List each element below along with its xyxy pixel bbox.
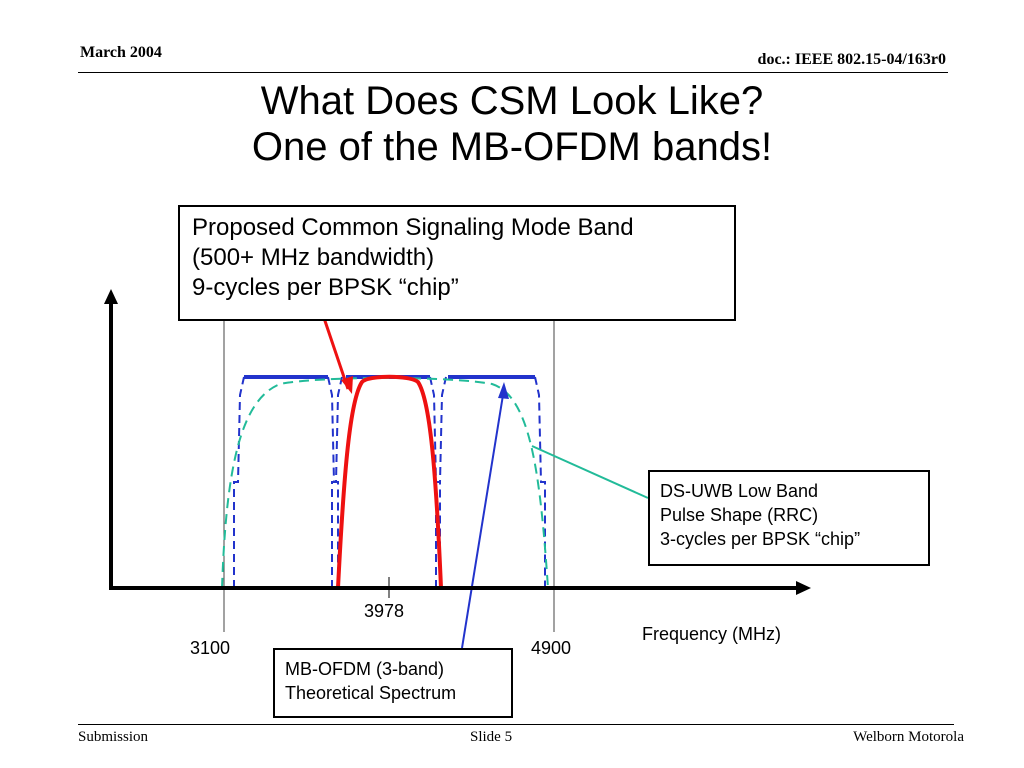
ds-callout-line-1: DS-UWB Low Band bbox=[660, 481, 819, 501]
slide-title-line-2: One of the MB-OFDM bands! bbox=[251, 125, 773, 169]
csm-callout-line-2: (500+ MHz bandwidth) bbox=[192, 244, 435, 271]
csm-pointer-arrow bbox=[322, 317, 350, 390]
footer-author: Welborn Motorola bbox=[853, 729, 964, 745]
mb-ofdm-pointer-arrowhead bbox=[498, 382, 509, 399]
footer-slide-number: Slide 5 bbox=[470, 729, 513, 745]
slide-title: What Does CSM Look Like? One of the MB-O… bbox=[0, 78, 1024, 170]
ds-uwb-leader-line bbox=[531, 445, 649, 499]
tick-label-3978: 3978 bbox=[364, 601, 405, 621]
csm-callout-line-3: 9-cycles per BPSK “chip” bbox=[192, 274, 459, 301]
mb-callout-line-2: Theoretical Spectrum bbox=[285, 683, 457, 703]
header-divider bbox=[78, 72, 948, 73]
csm-callout-line-1: Proposed Common Signaling Mode Band bbox=[192, 214, 634, 241]
mb-ofdm-pointer-arrow bbox=[461, 394, 504, 649]
tick-label-3100: 3100 bbox=[190, 638, 231, 658]
footer-divider bbox=[78, 724, 954, 725]
csm-callout: Proposed Common Signaling Mode Band (500… bbox=[178, 205, 736, 321]
x-axis-arrowhead bbox=[796, 581, 811, 595]
x-axis-label: Frequency (MHz) bbox=[642, 624, 782, 644]
slide-title-line-1: What Does CSM Look Like? bbox=[260, 79, 764, 123]
ds-callout-line-3: 3-cycles per BPSK “chip” bbox=[660, 529, 861, 549]
csm-pointer-arrowhead bbox=[341, 376, 353, 394]
footer-submission: Submission bbox=[78, 729, 149, 745]
ds-uwb-callout: DS-UWB Low Band Pulse Shape (RRC) 3-cycl… bbox=[648, 470, 930, 566]
mb-ofdm-dashed-spectrum bbox=[233, 376, 546, 588]
ds-uwb-rrc-curve bbox=[221, 377, 549, 589]
y-axis-arrowhead bbox=[104, 289, 118, 304]
mb-ofdm-callout: MB-OFDM (3-band) Theoretical Spectrum bbox=[273, 648, 513, 718]
ds-callout-line-2: Pulse Shape (RRC) bbox=[660, 505, 819, 525]
header-doc-id: doc.: IEEE 802.15-04/163r0 bbox=[757, 51, 946, 68]
tick-label-4900: 4900 bbox=[531, 638, 572, 658]
csm-band-curve bbox=[336, 374, 443, 589]
mb-callout-line-1: MB-OFDM (3-band) bbox=[285, 659, 445, 679]
header-date: March 2004 bbox=[80, 44, 162, 61]
